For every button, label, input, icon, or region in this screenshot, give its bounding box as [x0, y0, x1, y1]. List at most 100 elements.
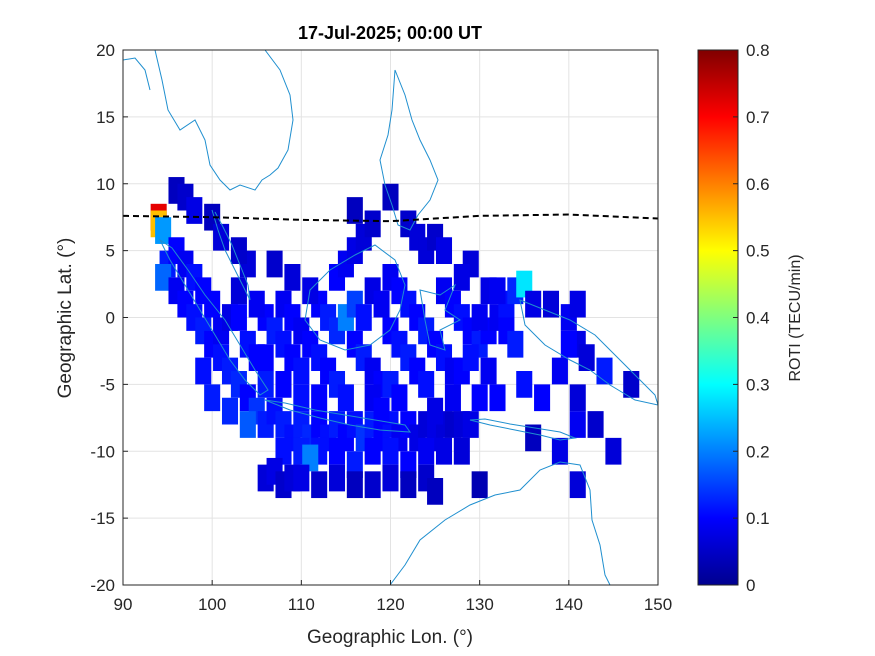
- roti-cell: [400, 471, 417, 499]
- roti-cell: [489, 384, 506, 412]
- roti-cell: [435, 237, 453, 264]
- colorbar-tick-label: 0.7: [746, 108, 770, 127]
- coastline-peninsula: [211, 209, 251, 301]
- roti-cell: [551, 437, 568, 465]
- y-tick-label: 0: [106, 309, 115, 328]
- roti-cell: [560, 330, 577, 358]
- roti-cell: [507, 330, 524, 358]
- y-tick-labels: 20 15 10 5 0 -5 -10 -15 -20: [90, 41, 128, 595]
- colorbar-tick-label: 0.4: [746, 309, 770, 328]
- roti-cell: [462, 344, 479, 371]
- roti-cell: [605, 437, 622, 465]
- y-tick-label: 20: [96, 41, 115, 60]
- coastline-sulawesi: [419, 283, 461, 351]
- roti-cell: [382, 183, 399, 211]
- roti-cell: [453, 437, 470, 465]
- x-tick-label: 140: [555, 595, 583, 614]
- roti-cell: [328, 437, 346, 465]
- roti-cell: [346, 471, 363, 499]
- roti-cell: [266, 250, 283, 278]
- x-tick-label: 130: [465, 595, 493, 614]
- coastline-borneo: [304, 244, 406, 351]
- roti-cell: [480, 357, 497, 385]
- roti-cell: [328, 464, 346, 492]
- colorbar-label: ROTI (TECU/min): [787, 254, 804, 381]
- colorbar-tick-label: 0.8: [746, 41, 770, 60]
- roti-cell: [195, 357, 212, 385]
- roti-cell: [230, 277, 247, 305]
- roti-cell: [230, 237, 247, 264]
- colorbar-tick-label: 0.3: [746, 375, 770, 394]
- x-tick-labels: 90 100 110 120 130 140 150: [114, 580, 672, 614]
- y-tick-label: -5: [100, 375, 115, 394]
- roti-cell: [435, 437, 453, 465]
- colorbar-tick-label: 0.6: [746, 175, 770, 194]
- roti-cell: [623, 371, 640, 398]
- roti-cell: [418, 371, 435, 398]
- colorbar-tick-label: 0.1: [746, 509, 770, 528]
- y-axis-label: Geographic Lat. (°): [55, 238, 76, 399]
- roti-cell: [230, 304, 247, 331]
- coastline-mainland: [154, 50, 294, 191]
- roti-cell: [569, 384, 586, 412]
- roti-cell: [427, 397, 444, 425]
- coastlines: [123, 50, 658, 585]
- roti-cell: [293, 357, 310, 385]
- colorbar-tick-label: 0: [746, 576, 755, 595]
- x-tick-label: 150: [644, 595, 672, 614]
- roti-cell: [257, 371, 274, 398]
- colorbar-tick-label: 0.2: [746, 442, 770, 461]
- roti-cell: [186, 197, 203, 224]
- roti-cell: [311, 384, 328, 412]
- roti-cell: [525, 290, 542, 318]
- roti-cell: [155, 264, 172, 291]
- chart-title: 17-Jul-2025; 00:00 UT: [298, 23, 482, 43]
- x-tick-label: 110: [288, 595, 315, 614]
- roti-cell: [542, 290, 560, 318]
- roti-cell: [471, 471, 488, 499]
- roti-cell: [293, 464, 310, 492]
- x-tick-label: 90: [114, 595, 133, 614]
- roti-cell: [453, 264, 470, 291]
- x-tick-label: 100: [198, 595, 226, 614]
- roti-cells: [150, 177, 640, 505]
- coastline-islands-east: [469, 418, 577, 441]
- roti-cell: [471, 304, 488, 331]
- roti-cell: [311, 471, 328, 499]
- roti-cell: [293, 384, 310, 412]
- roti-cell: [569, 471, 586, 499]
- x-axis-label: Geographic Lon. (°): [307, 627, 473, 648]
- roti-cell: [337, 384, 354, 412]
- roti-cell: [364, 210, 381, 238]
- coastline-india: [123, 57, 151, 91]
- roti-cell: [427, 478, 444, 505]
- roti-cell: [569, 411, 586, 438]
- coastline-newguinea: [519, 299, 658, 406]
- roti-cell: [155, 217, 172, 244]
- roti-cell: [489, 277, 506, 305]
- roti-cell: [204, 384, 221, 412]
- roti-cell: [239, 411, 256, 438]
- roti-cell: [444, 384, 461, 412]
- coastline-sumatra: [158, 238, 269, 396]
- roti-cell: [578, 344, 595, 371]
- coastline-australia: [389, 461, 611, 585]
- roti-cell: [516, 371, 533, 398]
- roti-cell: [346, 197, 363, 224]
- roti-cell: [364, 437, 381, 465]
- roti-cell: [373, 397, 390, 425]
- coastline-java: [264, 399, 412, 433]
- roti-cell: [382, 464, 399, 492]
- coastline-philippines: [379, 69, 439, 231]
- roti-cell: [382, 437, 399, 465]
- y-tick-label: -10: [90, 442, 115, 461]
- roti-cell: [284, 264, 301, 291]
- roti-cell: [525, 424, 542, 452]
- roti-cell: [221, 397, 239, 425]
- roti-cell: [275, 371, 292, 398]
- y-tick-label: -15: [90, 509, 115, 528]
- y-tick-label: 15: [96, 108, 115, 127]
- y-tick-label: 10: [96, 175, 115, 194]
- roti-cell: [551, 357, 568, 385]
